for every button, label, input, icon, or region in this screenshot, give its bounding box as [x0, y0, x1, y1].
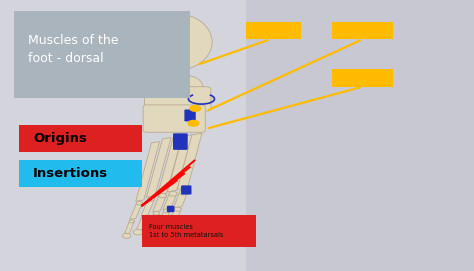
Circle shape	[122, 233, 131, 238]
Polygon shape	[167, 135, 192, 192]
Text: Four muscles
1st to 5th metatarsals: Four muscles 1st to 5th metatarsals	[149, 224, 224, 238]
FancyBboxPatch shape	[145, 87, 211, 111]
Ellipse shape	[172, 76, 203, 98]
Polygon shape	[153, 195, 166, 212]
Text: Origins: Origins	[33, 132, 87, 145]
Circle shape	[187, 120, 200, 127]
FancyBboxPatch shape	[332, 69, 393, 87]
Polygon shape	[169, 209, 181, 222]
Ellipse shape	[146, 68, 191, 95]
Circle shape	[133, 230, 143, 235]
FancyBboxPatch shape	[184, 109, 196, 121]
Polygon shape	[177, 133, 202, 189]
Circle shape	[164, 209, 170, 213]
Polygon shape	[136, 217, 147, 231]
Polygon shape	[173, 192, 188, 208]
Polygon shape	[157, 136, 182, 195]
FancyBboxPatch shape	[173, 133, 188, 150]
Circle shape	[189, 105, 201, 112]
FancyBboxPatch shape	[142, 215, 256, 247]
Polygon shape	[136, 141, 159, 201]
FancyBboxPatch shape	[14, 11, 190, 98]
Polygon shape	[158, 210, 170, 224]
Ellipse shape	[138, 14, 212, 70]
Circle shape	[141, 216, 147, 219]
Circle shape	[129, 220, 135, 223]
Polygon shape	[124, 221, 135, 234]
Polygon shape	[146, 137, 171, 197]
FancyBboxPatch shape	[19, 160, 142, 187]
Circle shape	[154, 211, 159, 215]
Text: Insertions: Insertions	[33, 167, 108, 180]
Polygon shape	[130, 203, 142, 220]
Circle shape	[167, 220, 179, 227]
FancyBboxPatch shape	[161, 218, 167, 224]
FancyBboxPatch shape	[181, 185, 191, 195]
FancyBboxPatch shape	[19, 125, 142, 152]
Polygon shape	[141, 199, 155, 216]
Circle shape	[169, 191, 177, 196]
Circle shape	[145, 225, 155, 231]
Polygon shape	[163, 193, 177, 210]
FancyBboxPatch shape	[143, 105, 205, 132]
Circle shape	[137, 202, 142, 205]
Text: Muscles of the
foot - dorsal: Muscles of the foot - dorsal	[28, 34, 119, 65]
FancyBboxPatch shape	[246, 22, 301, 39]
Circle shape	[156, 222, 167, 229]
FancyBboxPatch shape	[0, 0, 246, 271]
Circle shape	[159, 193, 166, 198]
FancyBboxPatch shape	[246, 0, 474, 271]
Circle shape	[174, 207, 181, 211]
Circle shape	[179, 190, 188, 195]
FancyBboxPatch shape	[332, 22, 393, 39]
Circle shape	[147, 197, 155, 201]
Polygon shape	[148, 213, 159, 227]
FancyBboxPatch shape	[167, 206, 174, 212]
